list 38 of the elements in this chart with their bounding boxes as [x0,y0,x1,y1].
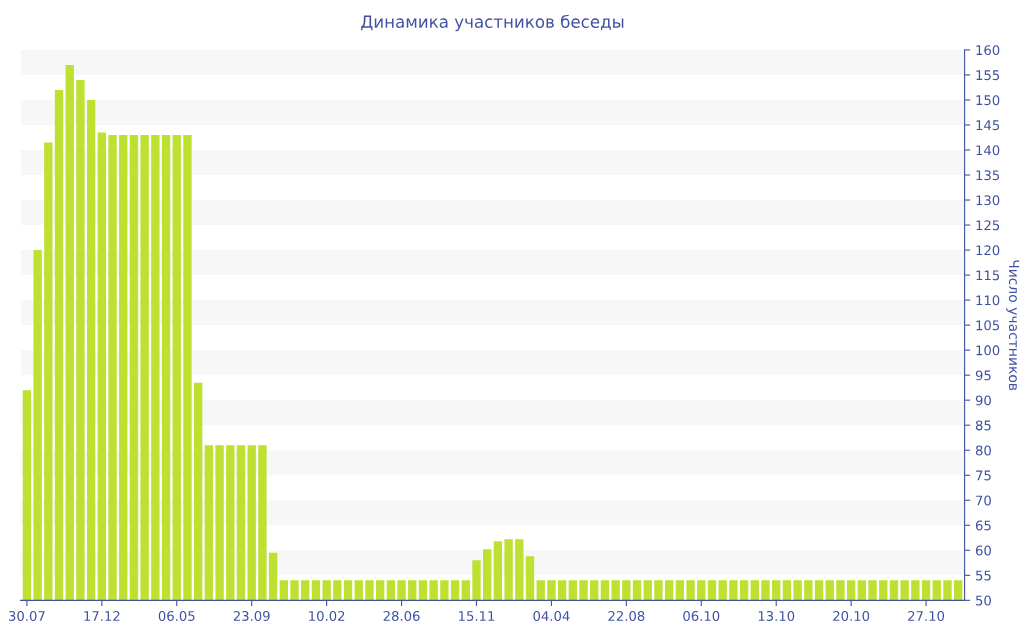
y-tick-label: 120 [976,245,1000,256]
y-tick-label: 140 [976,145,1000,156]
y-tick-label: 145 [976,120,1000,131]
x-tick-label: 15.11 [459,611,495,621]
y-tick-label: 80 [975,445,991,456]
y-tick-label: 95 [975,370,991,381]
y-tick-label: 115 [976,270,1000,281]
x-tick-label: 04.04 [533,610,570,621]
y-tick-label: 125 [976,220,1000,231]
y-tick-label: 130 [976,195,1000,206]
y-tick-label: 75 [976,470,991,481]
y-tick-label: 70 [976,495,991,506]
y-tick-label: 110 [976,295,1000,306]
chart-title: Динамика участников беседы [361,14,624,32]
x-tick-label: 17.12 [84,610,120,621]
x-tick-label: 28.06 [383,610,420,621]
x-tick-label: 22.08 [608,610,645,621]
y-axis-title: Число участников [1006,260,1020,391]
y-tick-label: 105 [976,320,1000,331]
x-tick-label: 20.10 [833,610,870,621]
y-tick-label: 60 [975,545,991,556]
x-tick-label: 30.07 [9,610,45,621]
y-tick-label: 85 [975,420,991,431]
y-tick-label: 90 [975,395,991,406]
y-tick-label: 50 [976,595,991,606]
y-tick-label: 100 [976,345,1000,356]
x-tick-label: 06.05 [158,610,195,621]
x-tick-label: 27.10 [908,610,945,621]
x-tick-label: 13.10 [758,610,795,621]
y-tick-label: 65 [975,520,991,531]
y-tick-label: 160 [976,45,1000,56]
x-tick-label: 10.02 [309,610,345,621]
y-tick-label: 150 [976,95,1000,106]
y-tick-label: 55 [976,570,991,581]
y-tick-label: 135 [976,170,1000,181]
x-tick-label: 23.09 [233,610,270,621]
y-tick-label: 155 [976,70,1000,81]
x-tick-label: 06.10 [683,610,720,621]
